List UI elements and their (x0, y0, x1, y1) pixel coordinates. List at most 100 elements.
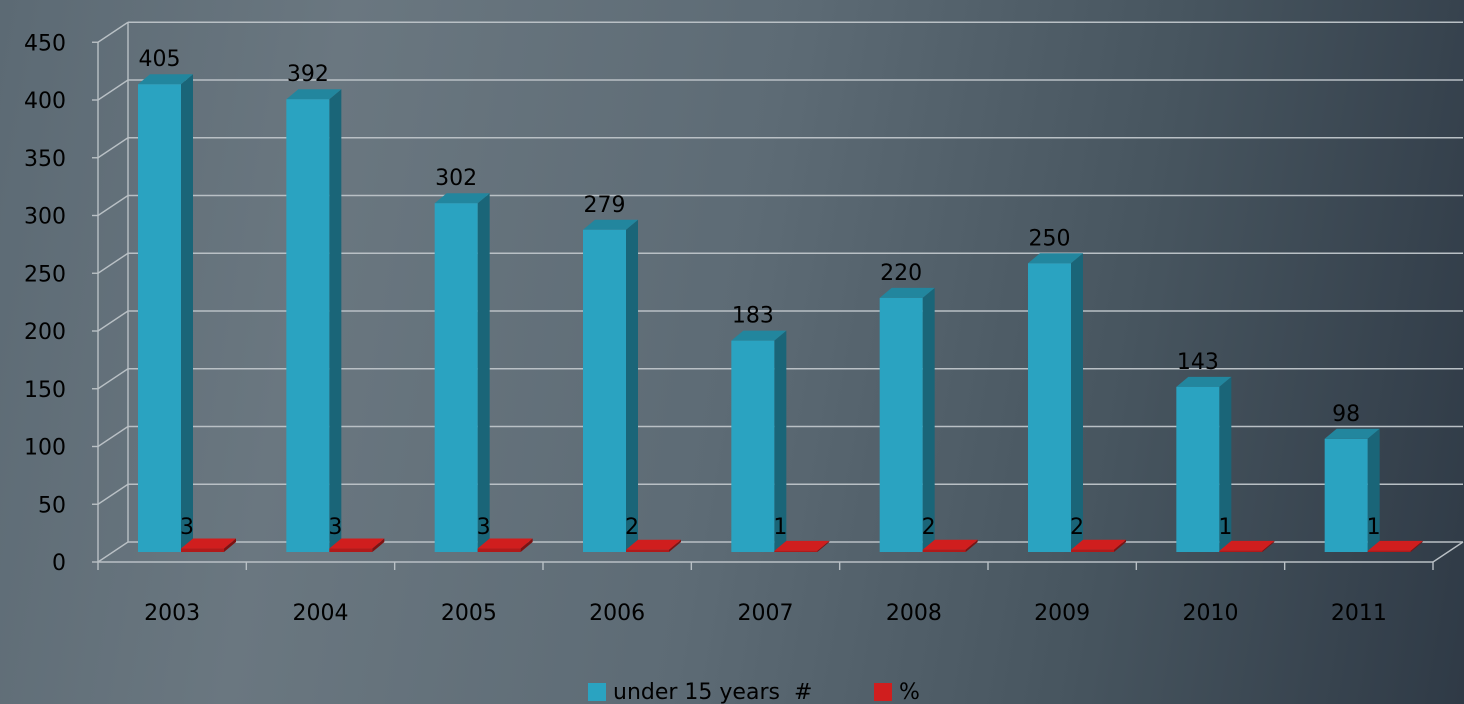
bar-2011-percent-top (1367, 540, 1423, 551)
x-tick-label: 2010 (1183, 601, 1239, 626)
bar-2005-under15-front (434, 203, 478, 552)
floor-right-edge (1432, 541, 1464, 563)
bar-2008-under15-top (879, 287, 935, 298)
bar-2008-under15 (879, 287, 935, 552)
x-tick-label: 2007 (738, 601, 794, 626)
bar-2003-percent (181, 538, 236, 552)
bar-2008-under15-front (879, 297, 923, 552)
bars (138, 74, 1423, 553)
y-tick-label: 250 (24, 262, 66, 287)
x-tick-label: 2004 (293, 601, 349, 626)
bar-2010-percent (1219, 540, 1275, 552)
gridline-depth (97, 425, 129, 448)
bar-2011-under15-front (1324, 438, 1368, 552)
bar-2008-percent-side (965, 539, 978, 552)
bar-2011-under15-side (1367, 428, 1380, 552)
bar-2007-percent-side (817, 540, 830, 552)
bar-2004-under15-side (329, 89, 342, 553)
bar-2006-percent-front (626, 549, 669, 552)
bar-2010-percent-side (1262, 540, 1275, 552)
bar-2005-percent (477, 538, 533, 552)
gridline-depth (97, 541, 129, 563)
bar-2007-under15-side (774, 330, 787, 552)
data-label: 302 (435, 166, 477, 191)
bar-2006-percent-top (626, 539, 681, 550)
gridline-depth (97, 137, 129, 159)
y-tick-label: 150 (24, 378, 66, 403)
data-label: 3 (328, 515, 342, 540)
bar-2007-percent (774, 540, 830, 552)
bar-2009-percent-front (1071, 549, 1114, 552)
data-label: 2 (1070, 515, 1084, 540)
bar-2005-under15-top (434, 193, 490, 204)
bar-2010-percent-top (1219, 540, 1275, 551)
legend-swatch (874, 683, 892, 701)
data-label: 392 (287, 62, 329, 87)
bar-2008-percent (922, 539, 978, 552)
bar-2004-percent-side (372, 538, 385, 552)
bar-2005-percent-front (477, 548, 521, 552)
data-label: 3 (180, 515, 194, 540)
bar-2010-under15-front (1176, 386, 1220, 552)
data-label: 1 (1218, 515, 1232, 540)
bar-2009-under15-side (1071, 253, 1083, 552)
data-label: 183 (732, 304, 774, 329)
y-tick-label: 50 (38, 493, 66, 518)
x-tick-label: 2003 (144, 601, 200, 626)
bar-2009-percent-side (1114, 539, 1126, 552)
y-tick-label: 400 (24, 89, 66, 114)
data-label: 405 (139, 47, 181, 72)
bar-2009-under15 (1028, 253, 1083, 552)
bar-2004-percent (329, 538, 385, 552)
legend-label: under 15 years # (613, 680, 812, 704)
bar-2003-under15 (138, 74, 193, 552)
bar-2008-under15-side (922, 287, 935, 552)
bar-2007-under15 (731, 330, 787, 552)
bar-2005-under15-side (477, 193, 490, 552)
bar-2009-percent (1071, 539, 1126, 552)
data-label: 220 (880, 261, 922, 286)
bar-2006-under15-front (583, 229, 626, 552)
bar-2004-under15-top (286, 89, 342, 100)
bar-2003-under15-top (138, 74, 193, 85)
bar-2004-under15 (286, 89, 342, 553)
bar-2011-percent-front (1367, 550, 1411, 552)
bar-2009-percent-top (1071, 539, 1126, 550)
legend-swatch (588, 683, 606, 701)
x-tick-label: 2011 (1331, 601, 1387, 626)
y-tick-label: 350 (24, 147, 66, 172)
x-tick-label: 2006 (589, 601, 645, 626)
bar-2010-under15 (1176, 376, 1232, 552)
y-tick-label: 200 (24, 320, 66, 345)
bar-2009-under15-top (1028, 253, 1083, 264)
data-label: 2 (922, 515, 936, 540)
y-tick-label: 100 (24, 436, 66, 461)
bar-2003-percent-side (224, 538, 236, 552)
bar-2011-under15 (1324, 428, 1380, 552)
bar-2008-percent-front (922, 549, 966, 552)
data-label: 98 (1332, 402, 1360, 427)
bar-2010-under15-side (1219, 376, 1232, 552)
bar-2003-percent-front (181, 548, 224, 552)
data-label: 2 (625, 515, 639, 540)
gridline-depth (97, 368, 129, 390)
bar-2003-under15-side (181, 74, 193, 552)
gridline-depth (97, 310, 129, 332)
bar-2003-under15-front (138, 84, 181, 552)
data-label: 3 (477, 515, 491, 540)
bar-2007-under15-front (731, 340, 775, 552)
bar-2006-percent (626, 539, 681, 552)
bar-2004-percent-front (329, 548, 373, 552)
bar-2011-under15-top (1324, 428, 1380, 439)
data-label: 143 (1177, 350, 1219, 375)
bar-2005-under15 (434, 193, 490, 552)
bar-2006-under15-top (583, 219, 638, 230)
gridlines (97, 21, 1463, 563)
y-tick-label: 0 (52, 551, 66, 576)
data-label: 1 (773, 515, 787, 540)
bar-2006-percent-side (669, 539, 681, 552)
x-tick-label: 2008 (886, 601, 942, 626)
gridline-depth (97, 483, 129, 505)
bar-2004-percent-top (329, 538, 385, 549)
